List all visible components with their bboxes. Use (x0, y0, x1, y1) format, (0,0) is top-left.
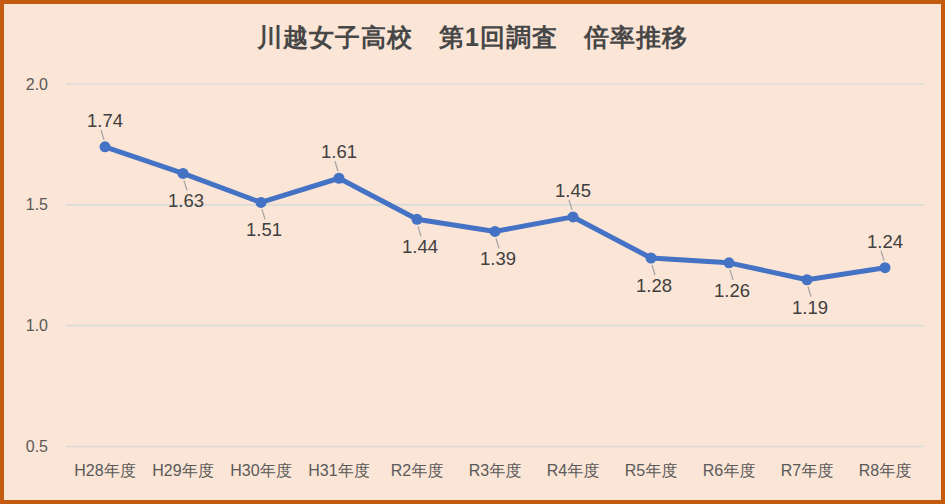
data-label-leader (335, 161, 338, 171)
data-label-leader (184, 180, 187, 190)
y-axis-tick-label: 0.5 (26, 438, 48, 455)
x-axis-tick-label: R3年度 (469, 462, 521, 479)
data-point-marker (412, 214, 423, 225)
data-label-leader (418, 226, 421, 236)
data-label: 1.28 (636, 275, 672, 296)
x-axis-tick-label: H29年度 (152, 462, 213, 479)
data-label: 1.74 (87, 110, 123, 131)
data-point-marker (256, 197, 267, 208)
data-label: 1.39 (480, 248, 516, 269)
data-label-leader (262, 209, 265, 219)
data-label: 1.24 (867, 231, 903, 252)
x-axis-tick-label: H28年度 (74, 462, 135, 479)
data-point-marker (334, 173, 345, 184)
data-label: 1.51 (246, 219, 282, 240)
data-point-marker (100, 141, 111, 152)
x-axis-tick-label: R4年度 (547, 462, 599, 479)
data-label: 1.61 (321, 141, 357, 162)
data-label-leader (730, 270, 733, 280)
x-axis-tick-label: H30年度 (230, 462, 291, 479)
data-point-marker (724, 257, 735, 268)
data-label-leader (808, 287, 811, 297)
data-label-leader (496, 238, 499, 248)
x-axis-tick-label: R8年度 (859, 462, 911, 479)
data-label: 1.26 (714, 280, 750, 301)
data-label-leader (101, 130, 104, 140)
data-point-marker (490, 226, 501, 237)
data-label: 1.45 (555, 180, 591, 201)
y-axis-tick-label: 2.0 (26, 76, 48, 93)
data-label-leader (881, 251, 884, 261)
chart-frame: 川越女子高校 第1回調査 倍率推移 2.01.51.00.5H28年度H29年度… (0, 0, 945, 504)
data-point-marker (646, 253, 657, 264)
data-point-marker (178, 168, 189, 179)
y-axis-tick-label: 1.0 (26, 317, 48, 334)
data-point-marker (802, 274, 813, 285)
data-label: 1.19 (792, 297, 828, 318)
data-label: 1.44 (402, 236, 438, 257)
data-label: 1.63 (168, 190, 204, 211)
data-label-leader (652, 265, 655, 275)
x-axis-tick-label: R6年度 (703, 462, 755, 479)
data-point-marker (568, 211, 579, 222)
x-axis-tick-label: R7年度 (781, 462, 833, 479)
x-axis-tick-label: R5年度 (625, 462, 677, 479)
line-chart-plot-area: 2.0 1.5 1.0 0.5 H28年度 H29年度 H30年度 H31年度 R2年度 R3年度… (4, 4, 945, 504)
y-axis-tick-label: 1.5 (26, 196, 48, 213)
x-axis-tick-label: H31年度 (308, 462, 369, 479)
x-axis-tick-label: R2年度 (391, 462, 443, 479)
data-point-marker (880, 262, 891, 273)
